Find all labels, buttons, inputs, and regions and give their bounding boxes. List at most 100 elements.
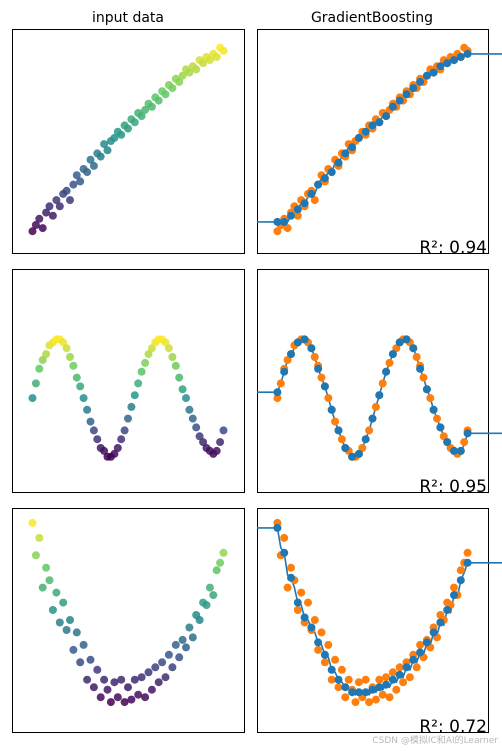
model-point	[443, 59, 452, 68]
data-point	[192, 65, 201, 74]
prediction-point	[378, 690, 387, 699]
input-data-panel-linear	[12, 29, 245, 254]
data-point	[66, 616, 74, 624]
prediction-point	[287, 563, 295, 572]
data-point	[113, 444, 122, 452]
gradientboosting-panel-quadratic	[257, 508, 502, 733]
model-point	[300, 613, 309, 622]
r2-score-linear: R²: 0.94	[419, 238, 487, 258]
model-point	[402, 663, 411, 672]
model-point	[416, 77, 425, 86]
prediction-point	[283, 356, 292, 364]
data-point	[55, 202, 64, 211]
data-point	[31, 221, 40, 229]
model-point	[314, 180, 323, 189]
data-point	[219, 46, 228, 55]
axes-frame	[12, 508, 245, 733]
data-point	[69, 361, 78, 370]
prediction-point	[310, 196, 319, 205]
model-point	[429, 68, 438, 77]
data-point	[103, 146, 112, 155]
data-point	[216, 438, 225, 447]
data-point	[178, 71, 187, 80]
prediction-point	[361, 675, 370, 684]
prediction-point	[273, 394, 282, 403]
data-point	[120, 426, 129, 435]
prediction-point	[317, 628, 326, 637]
model-point	[463, 429, 472, 438]
model-point	[334, 426, 343, 435]
data-point	[124, 683, 132, 692]
prediction-point	[317, 373, 326, 382]
model-point	[293, 205, 302, 214]
data-point	[89, 161, 98, 170]
data-point	[93, 435, 102, 444]
data-point	[175, 653, 184, 662]
axes-frame	[257, 269, 489, 493]
model-point	[402, 335, 411, 344]
data-point	[199, 438, 208, 447]
data-point	[93, 665, 102, 674]
data-point	[117, 130, 126, 139]
data-point	[110, 133, 119, 142]
data-point	[141, 358, 150, 367]
prediction-point	[460, 438, 469, 447]
data-point	[31, 551, 40, 560]
prediction-point	[426, 394, 435, 403]
data-point	[127, 695, 136, 704]
prediction-point	[283, 224, 292, 233]
data-point	[141, 693, 150, 702]
model-point	[300, 335, 309, 344]
prediction-point	[283, 583, 292, 592]
data-point	[89, 683, 98, 692]
data-point	[42, 208, 51, 217]
data-point	[55, 618, 64, 627]
model-point	[293, 338, 302, 347]
data-point	[124, 124, 132, 133]
r2-score-quadratic: R²: 0.72	[419, 717, 487, 737]
data-point	[171, 640, 180, 649]
data-point	[117, 675, 126, 684]
model-point	[382, 367, 391, 376]
prediction-point	[412, 353, 421, 361]
data-point	[161, 338, 170, 347]
prediction-point	[314, 645, 323, 654]
model-point	[293, 598, 302, 607]
model-point	[456, 53, 465, 61]
data-point	[83, 405, 92, 414]
prediction-point	[392, 685, 401, 694]
data-point	[154, 678, 163, 687]
data-point	[185, 623, 194, 632]
model-point	[361, 688, 370, 697]
data-point	[175, 373, 184, 382]
data-point	[52, 196, 61, 205]
data-point	[86, 155, 95, 164]
prediction-point	[337, 665, 346, 674]
data-point	[100, 446, 109, 455]
model-point	[422, 638, 431, 647]
data-point	[96, 693, 105, 702]
model-point	[287, 211, 295, 220]
model-point	[273, 388, 282, 397]
data-point	[147, 685, 156, 694]
model-point	[327, 168, 336, 177]
row-quadratic	[12, 508, 502, 733]
model-point	[280, 367, 289, 376]
data-point	[28, 394, 37, 403]
data-point	[192, 423, 201, 432]
model-point	[416, 364, 425, 373]
data-point	[31, 379, 40, 388]
prediction-point	[433, 414, 441, 423]
prediction-point	[320, 658, 329, 667]
prediction-point	[412, 663, 421, 672]
model-point	[429, 405, 438, 414]
prediction-point	[310, 616, 319, 624]
prediction-point	[354, 678, 363, 687]
model-point	[368, 414, 377, 423]
model-point	[409, 655, 418, 664]
prediction-point	[419, 373, 428, 382]
data-point	[219, 426, 228, 435]
data-point	[154, 96, 163, 105]
data-point	[100, 140, 109, 149]
